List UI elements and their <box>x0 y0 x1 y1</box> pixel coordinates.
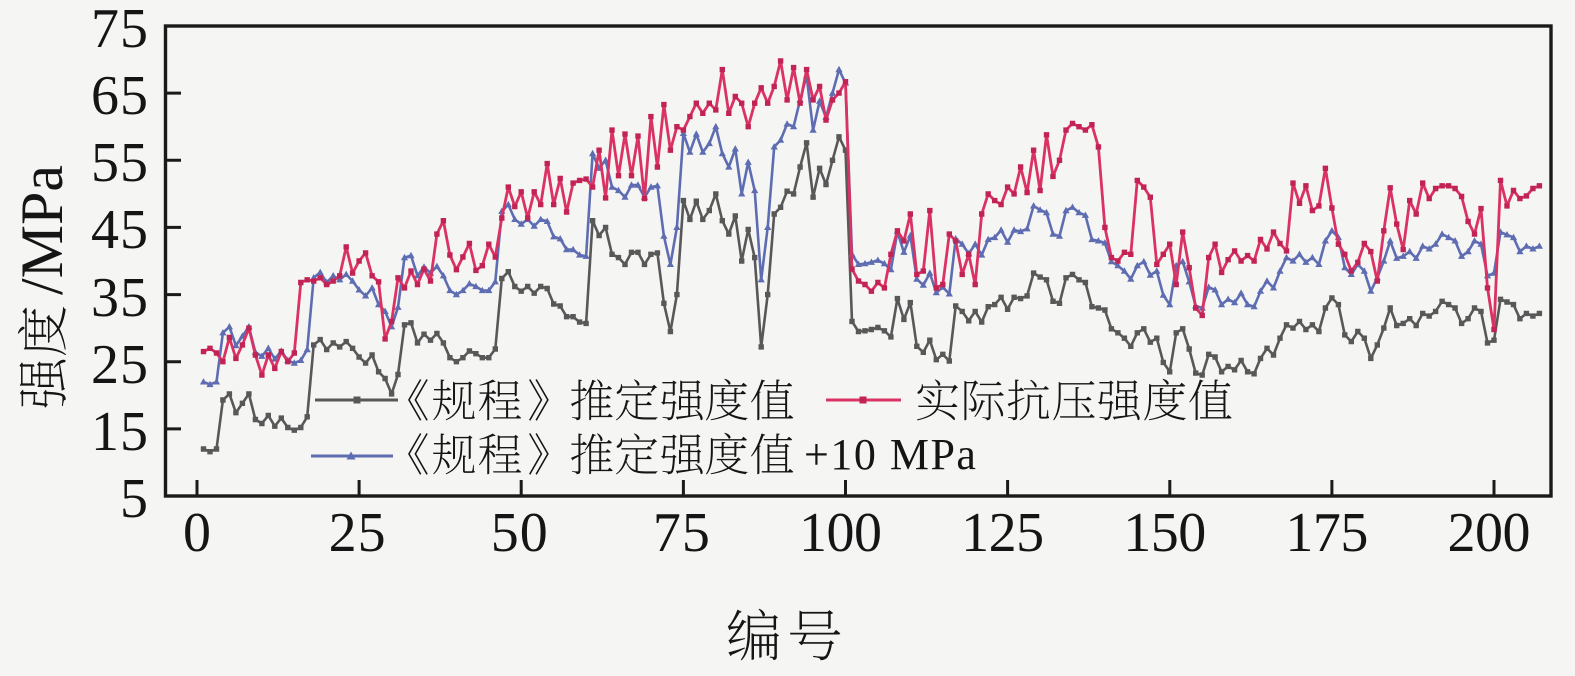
svg-text:75: 75 <box>91 0 148 60</box>
svg-text:150: 150 <box>1123 502 1206 564</box>
svg-text:25: 25 <box>91 334 148 396</box>
svg-text:125: 125 <box>961 502 1044 564</box>
svg-text:200: 200 <box>1448 502 1531 564</box>
svg-text:+10 MPa: +10 MPa <box>804 430 977 479</box>
svg-text:25: 25 <box>329 502 386 564</box>
svg-text:45: 45 <box>91 199 148 261</box>
svg-text:15: 15 <box>91 401 148 463</box>
svg-text:5: 5 <box>120 468 148 530</box>
svg-text:75: 75 <box>653 502 710 564</box>
svg-text:0: 0 <box>183 502 211 564</box>
svg-text:175: 175 <box>1285 502 1368 564</box>
svg-text:50: 50 <box>491 502 548 564</box>
svg-text:/MPa: /MPa <box>9 165 75 295</box>
svg-text:65: 65 <box>91 65 148 127</box>
svg-text:55: 55 <box>91 132 148 194</box>
svg-text:100: 100 <box>799 502 882 564</box>
svg-text:35: 35 <box>91 267 148 329</box>
